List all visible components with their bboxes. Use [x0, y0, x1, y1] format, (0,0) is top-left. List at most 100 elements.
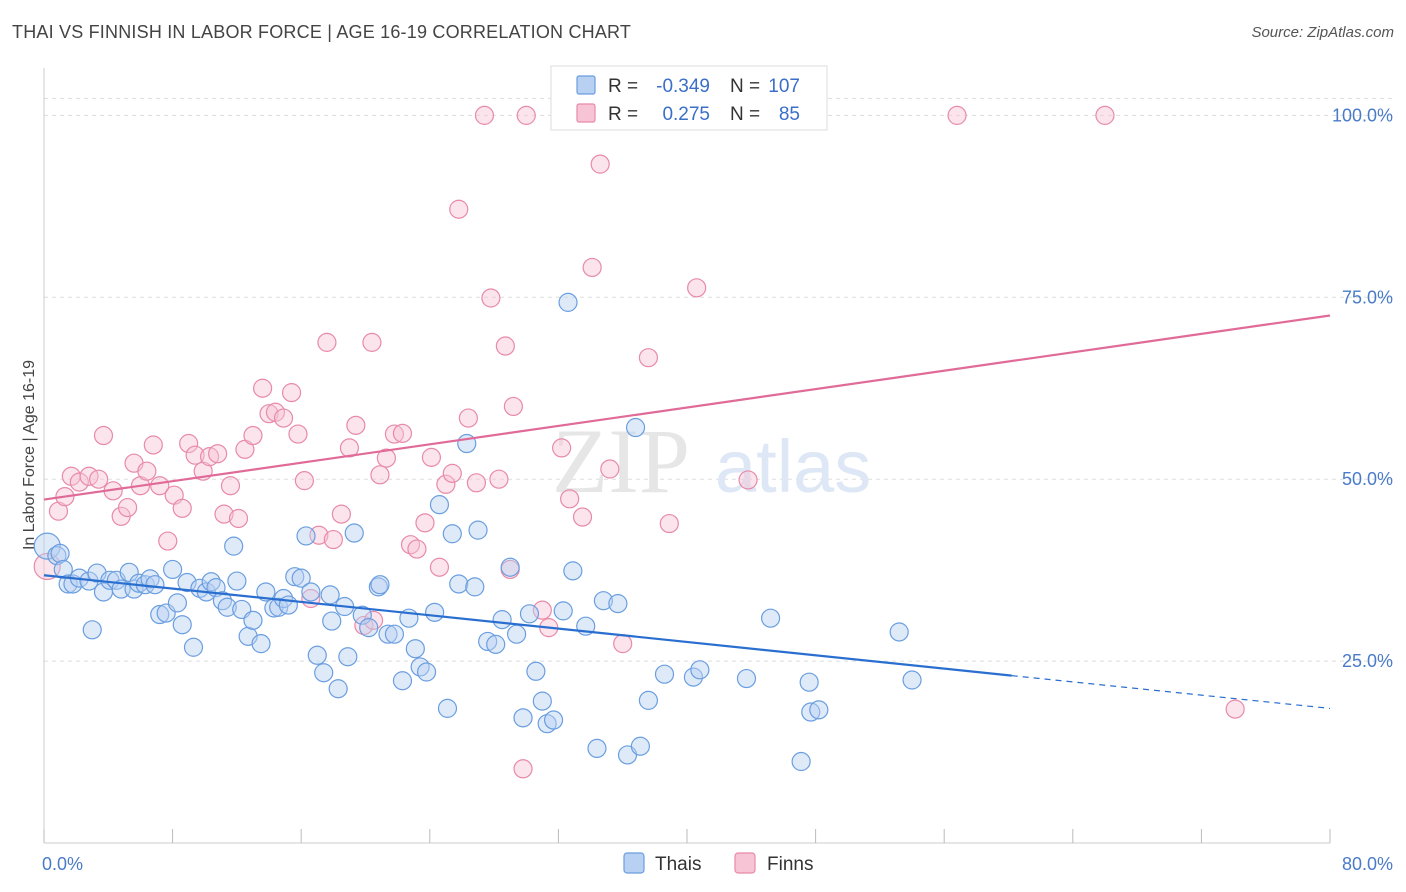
finns-point [449, 199, 469, 219]
thais-point [256, 582, 276, 602]
thais-point [167, 593, 188, 613]
finns-point [259, 404, 279, 424]
y-tick-label-75: 75.0% [1342, 287, 1393, 307]
y-tick-label-50: 50.0% [1342, 469, 1393, 489]
thais-point [507, 624, 527, 644]
y-tick-label-25: 25.0% [1342, 651, 1393, 671]
grid-lines [44, 97, 1395, 662]
finns-point [208, 444, 228, 464]
finns-point [421, 447, 442, 467]
bottom-legend-thai-swatch [623, 852, 645, 874]
thais-point [50, 543, 70, 564]
thais-point [285, 567, 305, 587]
finns-point [288, 424, 308, 444]
thais-point [537, 714, 557, 734]
finns-point [552, 438, 572, 458]
finns-point [158, 531, 178, 551]
finns-point [659, 513, 679, 534]
y-tick-labels: 25.0% 50.0% 75.0% 100.0% [1332, 105, 1393, 671]
finns-point [179, 433, 199, 454]
finns-point [407, 539, 427, 559]
finns-point [384, 424, 405, 444]
thais-point [449, 574, 469, 594]
thais-point [344, 523, 364, 543]
thais-point [307, 645, 327, 665]
finns-point [1225, 699, 1245, 719]
finns-point [317, 332, 337, 352]
finns-point [346, 415, 366, 435]
bottom-legend-finn-label: Finns [767, 854, 813, 875]
finns-point [331, 504, 351, 524]
finns-point [560, 489, 580, 509]
thais-point [799, 672, 819, 692]
thais-point [437, 698, 458, 718]
x-tick-max: 80.0% [1342, 854, 1393, 874]
thais-point [553, 601, 573, 621]
thais-point [278, 595, 298, 615]
finns-point [185, 445, 205, 465]
thais-point [53, 559, 73, 580]
finns-point [362, 332, 382, 352]
thais-point [465, 577, 485, 597]
finns-trend-line [43, 314, 1331, 501]
thais-point [492, 610, 512, 630]
thais-point [370, 575, 390, 595]
finns-point [323, 529, 343, 550]
finns-point [220, 476, 241, 496]
finns-point [1095, 105, 1115, 125]
thais-point [429, 495, 450, 515]
finns-point [137, 461, 157, 481]
thais-point [902, 670, 922, 690]
legend-thai-swatch [576, 75, 596, 95]
thais-point [543, 710, 564, 730]
thais-point [468, 520, 488, 540]
finns-point [516, 105, 536, 125]
thais-point [593, 591, 614, 611]
thais-point [291, 568, 311, 588]
finns-point [590, 154, 610, 174]
finns-point [582, 257, 602, 278]
legend-finn-r-label: R = [608, 104, 638, 125]
y-tick-label-100: 100.0% [1332, 105, 1393, 125]
legend-finn-n-value: 85 [779, 104, 800, 125]
thais-point [301, 582, 321, 602]
legend-finn-n-label: N = [730, 104, 760, 125]
chart-title: THAI VS FINNISH IN LABOR FORCE | AGE 16-… [12, 22, 632, 42]
thais-point [500, 557, 520, 577]
thais-point [608, 594, 628, 614]
thais-point [760, 608, 781, 628]
finns-point [436, 474, 456, 494]
legend-finn-swatch [576, 103, 596, 123]
finns-point [474, 105, 495, 125]
axes [43, 68, 1331, 844]
thais-trend-line-extension [1011, 675, 1331, 709]
thais-point [217, 597, 237, 617]
finns-point [458, 408, 478, 428]
thais-points [33, 292, 922, 772]
finns-points [33, 105, 1245, 779]
thais-point [224, 536, 244, 556]
thais-point [296, 526, 316, 546]
finns-point [600, 459, 620, 479]
thais-point [150, 604, 170, 625]
watermark: ZIP atlas [552, 410, 871, 512]
thais-point [801, 702, 821, 722]
legend-thai-r-value: -0.349 [656, 76, 710, 97]
legend-thai-n-label: N = [730, 76, 760, 97]
thais-point [416, 662, 437, 682]
thais-point [251, 634, 271, 654]
finns-point [532, 600, 552, 620]
finns-point [354, 615, 374, 636]
thais-point [630, 736, 650, 756]
thais-point [320, 585, 340, 605]
thais-trend-line [43, 574, 1012, 677]
thais-point [405, 639, 425, 659]
thais-point [163, 559, 183, 580]
finns-point [503, 396, 523, 417]
thais-point [183, 637, 204, 657]
thais-point [322, 611, 342, 631]
thais-point [513, 708, 533, 728]
finns-point [489, 469, 509, 489]
thais-point [519, 604, 540, 624]
finns-point [243, 425, 263, 446]
